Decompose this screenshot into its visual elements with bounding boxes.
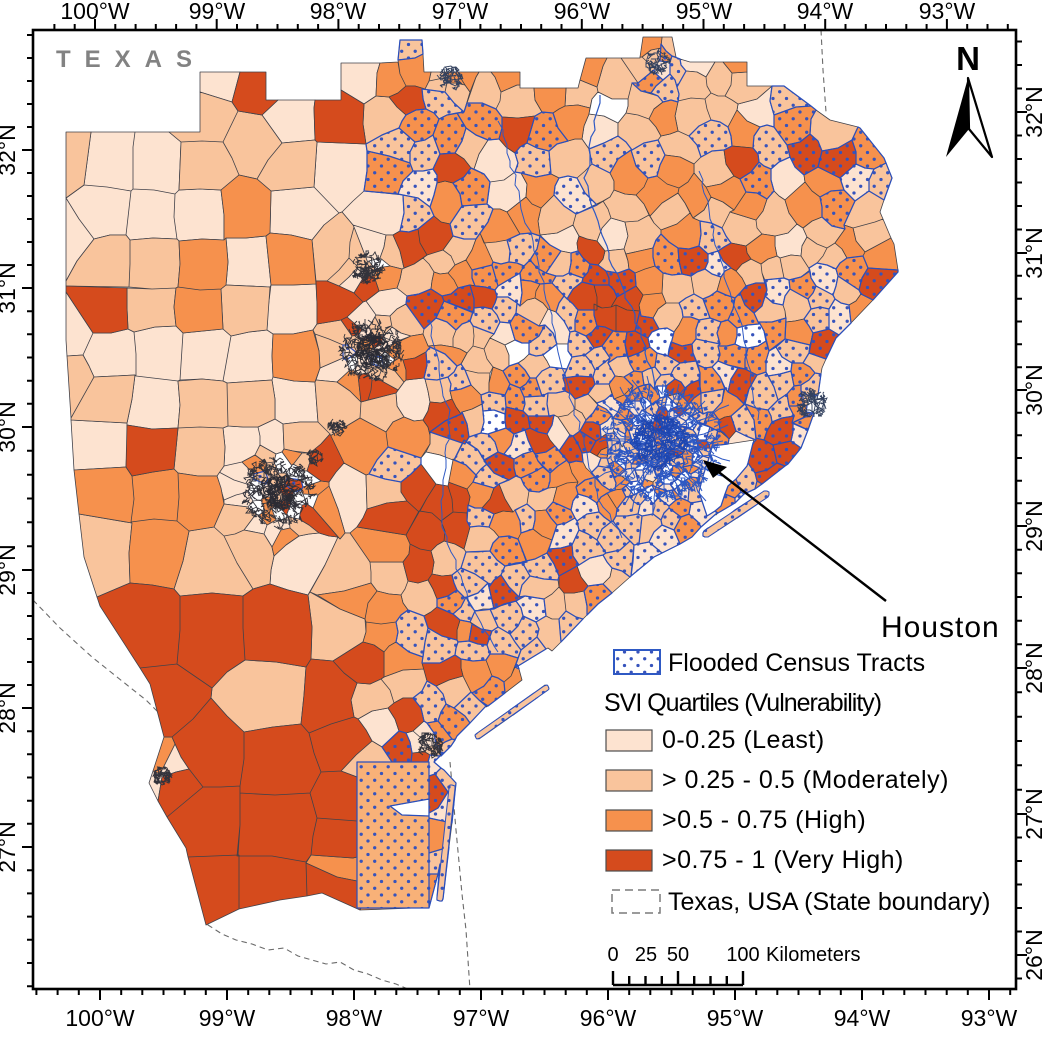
svg-text:95°W: 95°W xyxy=(707,1005,764,1031)
svg-text:29°N: 29°N xyxy=(0,544,20,595)
svg-text:Kilometers: Kilometers xyxy=(766,944,860,966)
svg-text:31°N: 31°N xyxy=(1021,227,1047,278)
svg-text:0: 0 xyxy=(607,944,618,966)
svg-text:26°N: 26°N xyxy=(1021,929,1047,980)
svg-text:30°N: 30°N xyxy=(0,401,20,452)
svg-text:TEXAS: TEXAS xyxy=(56,46,206,73)
svg-text:95°W: 95°W xyxy=(676,0,733,24)
svg-text:32°N: 32°N xyxy=(1021,86,1047,137)
svg-text:50: 50 xyxy=(667,944,689,966)
svg-text:98°W: 98°W xyxy=(310,0,367,24)
svg-text:100: 100 xyxy=(726,944,759,966)
svg-text:Houston: Houston xyxy=(881,611,1000,644)
svg-text:28°N: 28°N xyxy=(0,682,20,733)
svg-text:96°W: 96°W xyxy=(554,0,611,24)
svg-text:97°W: 97°W xyxy=(432,0,489,24)
svg-text:SVI Quartiles (Vulnerability): SVI Quartiles (Vulnerability) xyxy=(604,689,881,717)
svg-text:99°W: 99°W xyxy=(189,0,246,24)
svg-text:100°W: 100°W xyxy=(60,0,130,24)
svg-text:93°W: 93°W xyxy=(961,1005,1018,1031)
svg-text:Texas, USA (State boundary): Texas, USA (State boundary) xyxy=(668,888,990,916)
svg-text:27°N: 27°N xyxy=(1021,788,1047,839)
svg-text:29°N: 29°N xyxy=(1021,500,1047,551)
svg-text:100°W: 100°W xyxy=(65,1005,135,1031)
svg-text:31°N: 31°N xyxy=(0,262,20,313)
svg-text:96°W: 96°W xyxy=(580,1005,637,1031)
svg-text:Flooded Census Tracts: Flooded Census Tracts xyxy=(668,649,925,677)
svg-text:97°W: 97°W xyxy=(453,1005,510,1031)
svg-text:25: 25 xyxy=(635,944,657,966)
svg-text:32°N: 32°N xyxy=(0,124,20,175)
svg-text:94°W: 94°W xyxy=(834,1005,891,1031)
svg-text:>0.75 - 1 (Very High): >0.75 - 1 (Very High) xyxy=(662,846,904,874)
svg-text:0-0.25 (Least): 0-0.25 (Least) xyxy=(662,726,825,754)
svg-text:>0.5 - 0.75 (High): >0.5 - 0.75 (High) xyxy=(662,806,866,834)
svg-text:99°W: 99°W xyxy=(199,1005,256,1031)
svg-text:98°W: 98°W xyxy=(326,1005,383,1031)
svg-text:94°W: 94°W xyxy=(797,0,854,24)
svg-text:> 0.25 - 0.5 (Moderately): > 0.25 - 0.5 (Moderately) xyxy=(662,766,949,794)
svg-text:30°N: 30°N xyxy=(1021,364,1047,415)
svg-text:N: N xyxy=(956,40,980,77)
svg-text:93°W: 93°W xyxy=(919,0,976,24)
svg-text:28°N: 28°N xyxy=(1021,642,1047,693)
svg-text:27°N: 27°N xyxy=(0,821,20,872)
